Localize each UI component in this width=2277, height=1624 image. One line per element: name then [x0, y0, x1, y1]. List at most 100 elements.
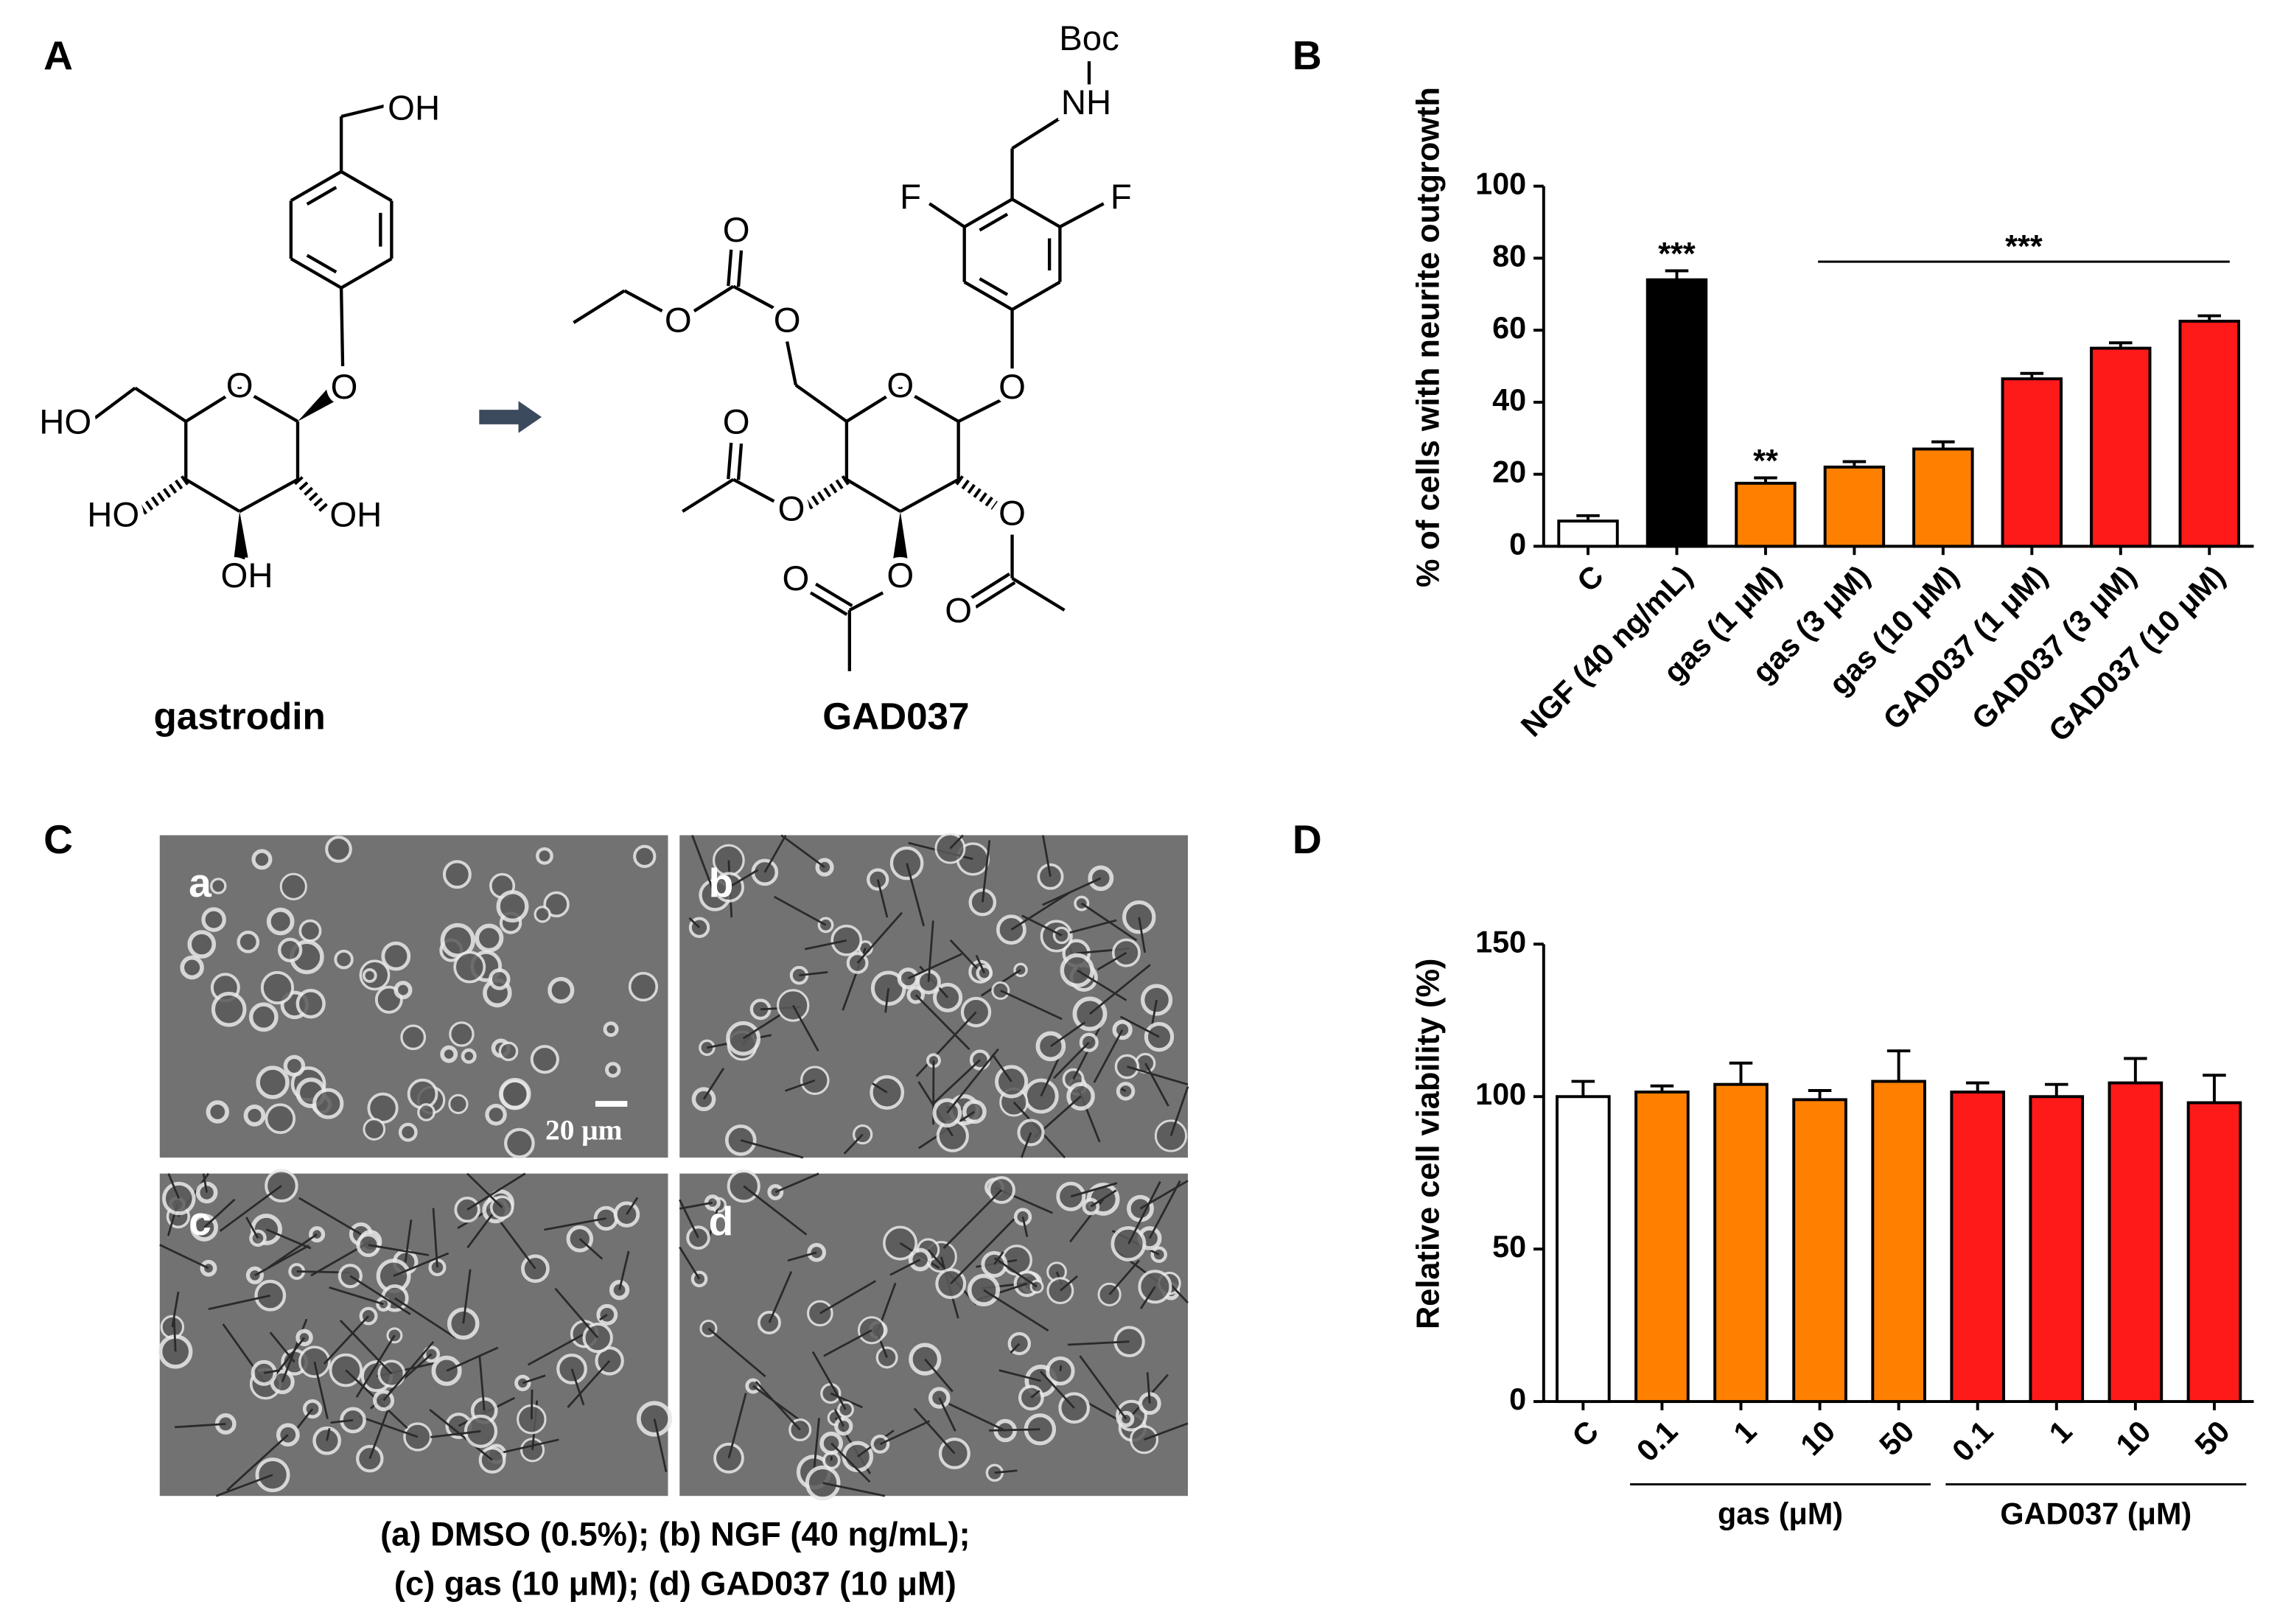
cell: [514, 1374, 531, 1392]
neurite: [1021, 1217, 1029, 1237]
y-tick-label: 100: [1475, 1077, 1526, 1111]
cell: [362, 967, 377, 983]
atom-label: O: [886, 556, 914, 595]
neurite: [1039, 1371, 1075, 1409]
neurite: [983, 1289, 1049, 1332]
neurite: [830, 1442, 871, 1483]
neurite: [1067, 1340, 1130, 1346]
atom-label: O: [998, 494, 1026, 533]
neurite: [743, 1185, 808, 1236]
neurite: [530, 1389, 534, 1420]
cell: [504, 1127, 535, 1159]
neurite: [653, 1418, 668, 1472]
neurite: [948, 1402, 1006, 1432]
x-tick-label: 0.1: [1630, 1414, 1684, 1468]
bar: [1713, 1082, 1769, 1404]
neurite: [946, 1048, 999, 1114]
neurite: [578, 1238, 604, 1260]
neurite: [1053, 1041, 1090, 1079]
significance: ***: [1658, 237, 1696, 272]
cell: [187, 930, 217, 959]
neurite: [466, 1172, 526, 1211]
panel-label: B: [1293, 32, 1322, 78]
bond: [979, 212, 1009, 232]
neurite: [742, 1014, 781, 1040]
neurite: [876, 879, 889, 918]
neurite: [298, 1197, 362, 1236]
bond: [239, 386, 299, 423]
bond: [845, 477, 901, 513]
neurite: [1050, 1021, 1086, 1048]
cell: [488, 968, 511, 990]
cell: [265, 1103, 296, 1134]
neurite: [763, 834, 787, 873]
cell: [485, 1103, 507, 1126]
bond: [732, 284, 775, 310]
bond: [340, 170, 393, 203]
neurite: [368, 1244, 430, 1256]
caption: (c) gas (10 μM); (d) GAD037 (10 μM): [394, 1564, 956, 1602]
neurite: [768, 1271, 793, 1323]
x-tick-label: 50: [1872, 1414, 1920, 1462]
bond: [1059, 202, 1105, 228]
cell: [440, 923, 475, 958]
bond: [239, 477, 299, 513]
neurite: [843, 1133, 864, 1155]
neurite: [626, 1197, 639, 1215]
neurite: [466, 1209, 497, 1249]
cell: [440, 1045, 458, 1063]
atom-label: O: [774, 301, 801, 340]
neurite: [1121, 1088, 1127, 1093]
bar: [2001, 377, 2063, 548]
neurite: [358, 1415, 419, 1438]
neurite: [1119, 1015, 1160, 1038]
neurite: [688, 917, 700, 928]
neurite: [679, 1199, 699, 1239]
neurite: [813, 1418, 820, 1472]
neurite: [216, 1474, 273, 1497]
bond: [963, 197, 1013, 228]
bond: [1011, 197, 1061, 228]
cell: [690, 1270, 708, 1288]
atom-label: OH: [221, 556, 273, 595]
bond: [736, 443, 744, 480]
cell: [534, 906, 551, 923]
neurite: [707, 1327, 766, 1378]
y-axis-label: % of cells with neurite outgrowth: [1411, 87, 1447, 587]
neurite: [1093, 1029, 1124, 1083]
cell: [337, 1264, 363, 1289]
neurite: [554, 1287, 599, 1339]
bar: [1871, 1079, 1926, 1404]
bond: [93, 386, 136, 420]
cell: [996, 914, 1026, 945]
y-tick-label: 50: [1492, 1230, 1526, 1264]
atom-label: O: [778, 490, 805, 529]
cell: [530, 1045, 559, 1074]
neurite: [393, 1252, 450, 1277]
micrograph: [679, 1173, 1189, 1497]
caption: (a) DMSO (0.5%); (b) NGF (40 ng/mL);: [380, 1515, 970, 1553]
neurite: [913, 1407, 956, 1455]
x-tick-label: GAD037 (1 μM): [1877, 559, 2054, 736]
significance: ***: [2005, 229, 2043, 265]
cell: [381, 941, 411, 971]
atom-label: Boc: [1059, 19, 1119, 58]
neurite: [949, 834, 964, 850]
bond: [899, 386, 959, 423]
bond: [928, 202, 965, 228]
neurite: [1059, 1365, 1063, 1371]
cell: [334, 949, 354, 970]
x-tick-label: 10: [1794, 1414, 1841, 1462]
bond: [963, 280, 1013, 312]
neurite: [330, 1418, 354, 1424]
neurite: [906, 863, 925, 927]
atom-label: O: [723, 211, 750, 250]
neurite: [1139, 1286, 1156, 1309]
neurite: [994, 1257, 1038, 1288]
cell: [325, 836, 352, 863]
neurite: [404, 1219, 413, 1263]
bar: [1556, 1095, 1611, 1404]
cell: [266, 907, 295, 936]
neurite: [1146, 1372, 1151, 1404]
